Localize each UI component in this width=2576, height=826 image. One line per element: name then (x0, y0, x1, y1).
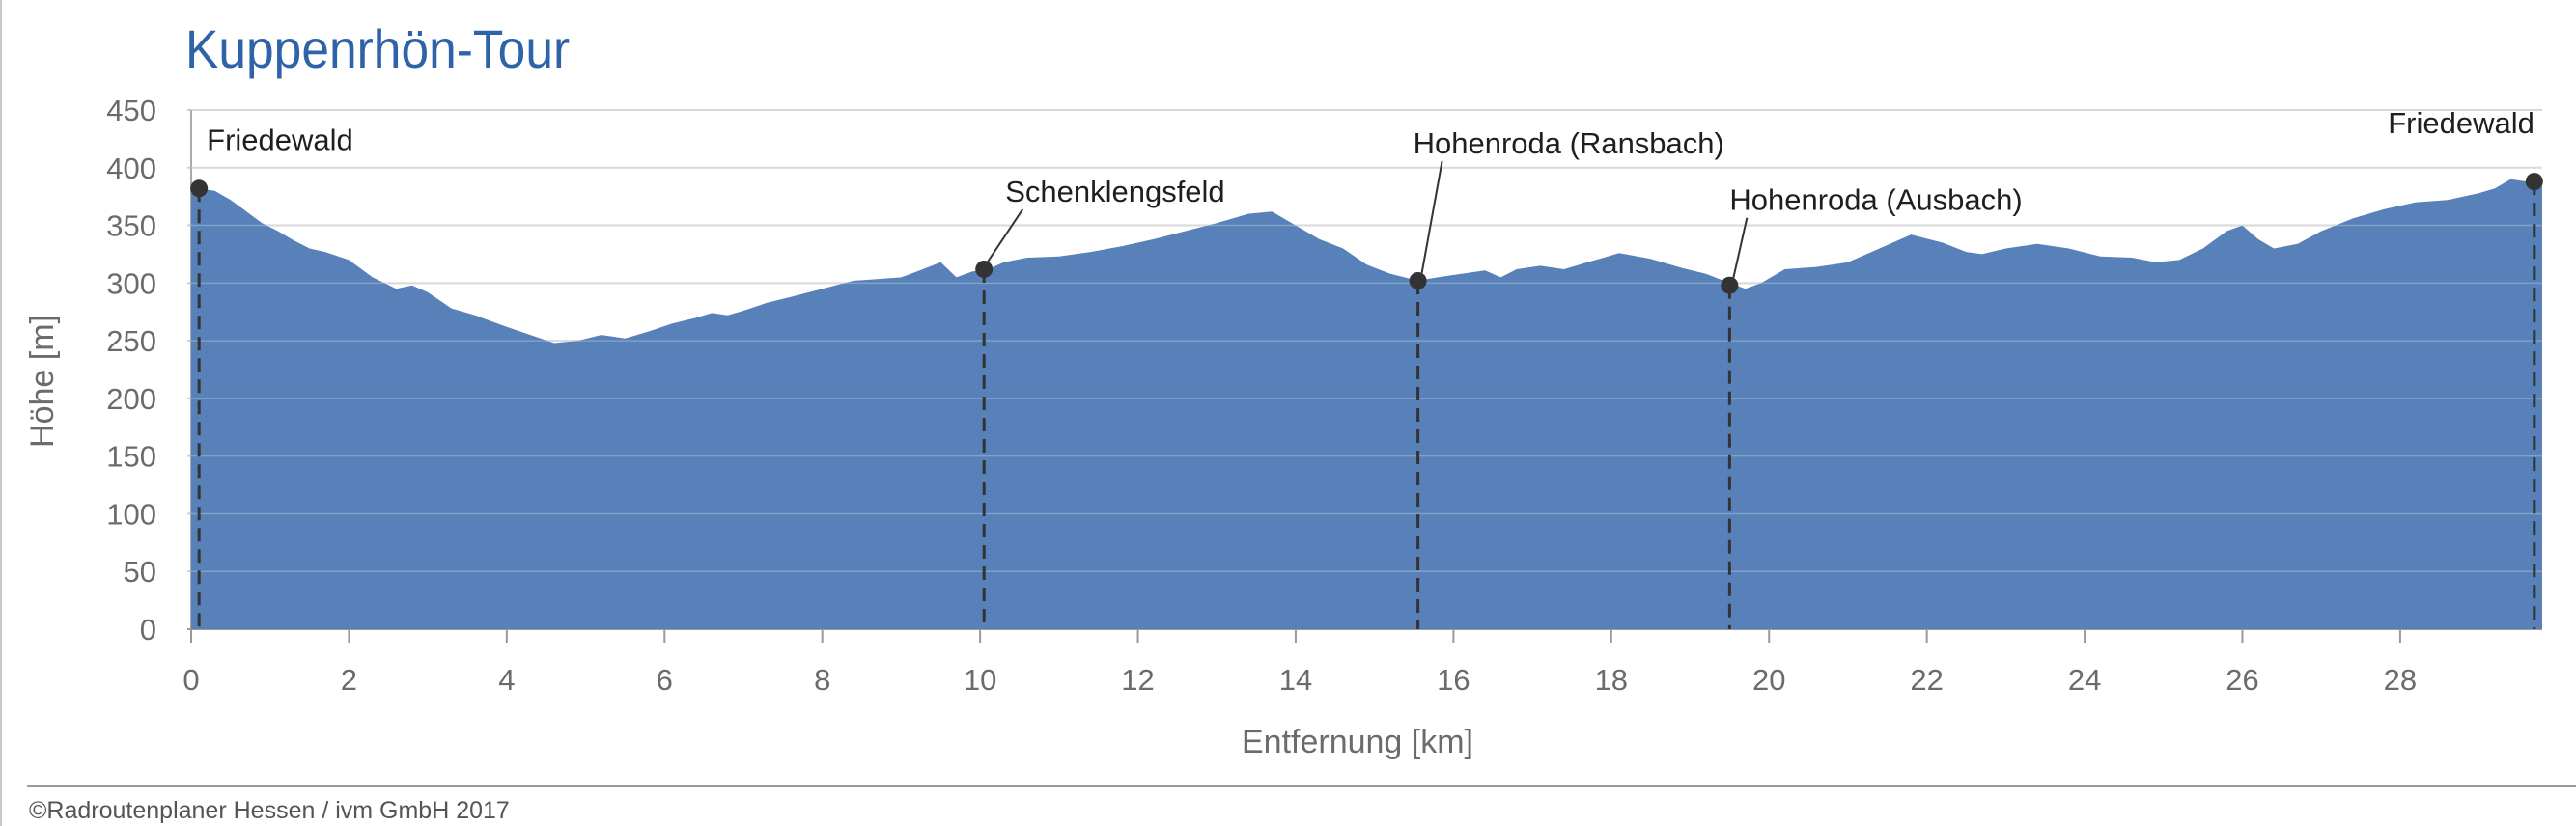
y-tick-label: 150 (106, 440, 156, 474)
x-tick-label: 6 (657, 663, 673, 697)
waypoint-marker (975, 260, 994, 278)
x-axis-label: Entfernung [km] (1242, 724, 1473, 760)
x-tick-label: 0 (182, 663, 199, 697)
elevation-area-layer (191, 109, 2542, 629)
chart-title: Kuppenrhön-Tour (185, 18, 571, 79)
x-tick-label: 10 (964, 663, 996, 697)
waypoint-label: Hohenroda (Ausbach) (1729, 183, 2022, 217)
waypoint-label: Friedewald (2388, 106, 2534, 140)
x-tick-label: 16 (1437, 663, 1470, 697)
y-axis-label: Höhe [m] (24, 315, 61, 448)
x-tick-label: 14 (1279, 663, 1312, 697)
y-tick-label: 200 (106, 382, 156, 416)
footer-divider (27, 785, 2576, 787)
y-tick-label: 300 (106, 266, 156, 300)
x-tick-label: 26 (2226, 663, 2258, 697)
waypoint-marker (1409, 271, 1427, 289)
x-tick-label: 4 (498, 663, 515, 697)
y-tick-label: 100 (106, 497, 156, 531)
waypoint-leader-line (987, 208, 1024, 262)
waypoint-marker (1721, 276, 1739, 294)
waypoint-leader-line (1732, 217, 1749, 278)
x-tick-label: 22 (1910, 663, 1943, 697)
x-tick-label: 24 (2068, 663, 2101, 697)
x-tick-label: 18 (1595, 663, 1628, 697)
x-tick-label: 2 (341, 663, 357, 697)
waypoint-marker (190, 179, 209, 198)
y-tick-label: 250 (106, 324, 156, 358)
y-tick-label: 400 (106, 151, 156, 185)
x-axis-ticks: 0 2 4 6 8 10 12 14 16 18 20 22 24 26 28 (182, 629, 2417, 697)
elevation-area (191, 179, 2542, 629)
x-tick-label: 28 (2384, 663, 2417, 697)
y-tick-label: 50 (124, 555, 156, 589)
y-tick-label: 0 (140, 613, 156, 647)
waypoint-label: Friedewald (207, 123, 353, 156)
waypoint-annotations: Friedewald Schenklengsfeld Hohenroda (Rans… (190, 106, 2543, 629)
copyright-credit: ©Radroutenplaner Hessen / ivm GmbH 2017 (29, 797, 510, 824)
waypoint-leader-line (1420, 160, 1443, 274)
y-tick-label: 450 (106, 94, 156, 127)
y-axis-ticks: 0 50 100 150 200 250 300 350 400 450 (106, 94, 156, 647)
waypoint-marker (2525, 173, 2543, 191)
y-tick-label: 350 (106, 209, 156, 243)
x-tick-label: 12 (1121, 663, 1154, 697)
waypoint-label: Schenklengsfeld (1005, 175, 1225, 208)
x-tick-label: 8 (814, 663, 830, 697)
waypoint-label: Hohenroda (Ransbach) (1414, 126, 1724, 160)
x-tick-label: 20 (1752, 663, 1785, 697)
